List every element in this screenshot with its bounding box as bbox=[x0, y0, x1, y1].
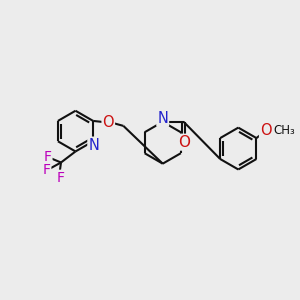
Text: F: F bbox=[56, 171, 64, 184]
Text: O: O bbox=[102, 115, 114, 130]
Text: F: F bbox=[44, 150, 52, 164]
Text: F: F bbox=[42, 163, 50, 177]
Text: CH₃: CH₃ bbox=[274, 124, 296, 137]
Text: O: O bbox=[260, 123, 272, 138]
Text: N: N bbox=[157, 111, 168, 126]
Text: N: N bbox=[88, 138, 99, 153]
Text: O: O bbox=[178, 135, 190, 150]
